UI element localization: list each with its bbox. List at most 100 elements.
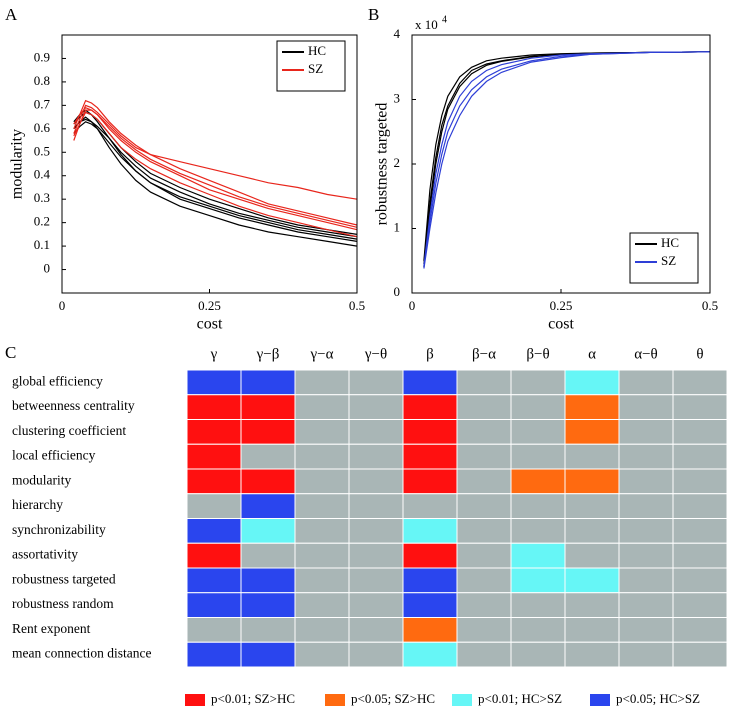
- legend-swatch: [185, 694, 205, 706]
- heatmap-cell: [564, 468, 620, 495]
- heatmap-cell: [186, 592, 242, 618]
- row-label: clustering coefficient: [12, 423, 126, 438]
- heatmap-cell: [456, 394, 512, 420]
- heatmap-cell: [402, 592, 458, 618]
- heatmap-cell: [240, 617, 296, 643]
- row-label: Rent exponent: [12, 621, 91, 636]
- heatmap-cell: [510, 369, 566, 396]
- heatmap-cell: [294, 567, 350, 594]
- heatmap-cell: [510, 419, 566, 445]
- heatmap-cell: [564, 592, 620, 618]
- series-line: [423, 51, 711, 268]
- legend-label: SZ: [661, 253, 676, 268]
- legend-box: [276, 40, 346, 92]
- heatmap-cell: [348, 419, 404, 445]
- heatmap-cell: [564, 369, 620, 396]
- heatmap-cell: [618, 617, 674, 643]
- heatmap-cell: [456, 369, 512, 396]
- heatmap-cell: [294, 443, 350, 470]
- heatmap-cell: [618, 592, 674, 618]
- column-label: α−θ: [634, 346, 658, 362]
- heatmap-cell: [186, 369, 242, 396]
- heatmap-cell: [294, 542, 350, 569]
- y-tick-label: 0.3: [34, 190, 50, 205]
- legend-label: SZ: [308, 61, 323, 76]
- legend-box: [629, 232, 699, 284]
- y-scale-label: x 10: [415, 17, 438, 32]
- heatmap-cell: [456, 542, 512, 569]
- heatmap-cell: [294, 641, 350, 668]
- row-label: robustness targeted: [12, 571, 116, 586]
- series-line: [73, 104, 358, 200]
- heatmap-cell: [510, 518, 566, 544]
- heatmap-cell: [618, 542, 674, 569]
- column-label: γ−α: [310, 346, 334, 362]
- y-tick-label: 0.8: [34, 73, 50, 88]
- heatmap-cell: [564, 567, 620, 594]
- y-tick-label: 0.9: [34, 49, 50, 64]
- series-line: [73, 99, 358, 226]
- x-tick-label: 0.5: [702, 298, 718, 313]
- heatmap-cell: [402, 617, 458, 643]
- heatmap-cell: [294, 419, 350, 445]
- heatmap-cell: [294, 617, 350, 643]
- panel-label: B: [368, 5, 379, 24]
- heatmap-cell: [294, 592, 350, 618]
- y-scale-exponent: 4: [442, 14, 447, 25]
- x-tick-label: 0: [409, 298, 416, 313]
- heatmap-cell: [672, 518, 728, 544]
- heatmap-cell: [564, 394, 620, 420]
- heatmap-cell: [510, 617, 566, 643]
- heatmap-cell: [186, 394, 242, 420]
- heatmap-cell: [402, 443, 458, 470]
- heatmap-cell: [402, 419, 458, 445]
- row-label: mean connection distance: [12, 646, 151, 661]
- x-axis-label: cost: [197, 316, 223, 333]
- heatmap-cell: [240, 567, 296, 594]
- y-axis-label: modularity: [9, 129, 26, 199]
- heatmap-cell: [618, 518, 674, 544]
- heatmap-cell: [618, 567, 674, 594]
- heatmap-cell: [348, 468, 404, 495]
- legend-swatch: [452, 694, 472, 706]
- panel-label: C: [5, 343, 16, 362]
- heatmap-cell: [618, 419, 674, 445]
- heatmap-cell: [672, 542, 728, 569]
- heatmap-cell: [564, 443, 620, 470]
- heatmap-cell: [186, 617, 242, 643]
- heatmap-cell: [618, 394, 674, 420]
- heatmap-cell: [672, 617, 728, 643]
- legend-swatch: [590, 694, 610, 706]
- column-label: θ: [696, 346, 703, 362]
- row-label: betweenness centrality: [12, 398, 135, 413]
- heatmap-cell: [672, 641, 728, 668]
- heatmap-cell: [564, 617, 620, 643]
- y-tick-label: 0.1: [34, 237, 50, 252]
- legend-label: HC: [308, 43, 326, 58]
- series-line: [73, 121, 358, 240]
- heatmap-cell: [672, 468, 728, 495]
- heatmap-cell: [672, 567, 728, 594]
- y-tick-label: 1: [394, 219, 401, 234]
- heatmap-cell: [294, 468, 350, 495]
- heatmap-cell: [294, 493, 350, 519]
- heatmap-cell: [618, 493, 674, 519]
- y-tick-label: 0.6: [34, 120, 51, 135]
- heatmap-cell: [240, 419, 296, 445]
- heatmap-cell: [186, 567, 242, 594]
- heatmap-cell: [348, 542, 404, 569]
- row-label: modularity: [12, 472, 71, 487]
- heatmap-cell: [186, 641, 242, 668]
- heatmap-cell: [186, 518, 242, 544]
- series-line: [423, 51, 711, 265]
- heatmap-cell: [402, 493, 458, 519]
- heatmap-cell: [456, 493, 512, 519]
- panel-label: A: [5, 5, 18, 24]
- heatmap-cell: [402, 518, 458, 544]
- heatmap-cell: [294, 518, 350, 544]
- series-line: [73, 111, 358, 238]
- heatmap-cell: [456, 641, 512, 668]
- heatmap-cell: [402, 468, 458, 495]
- x-axis-label: cost: [548, 316, 574, 333]
- heatmap-cell: [240, 542, 296, 569]
